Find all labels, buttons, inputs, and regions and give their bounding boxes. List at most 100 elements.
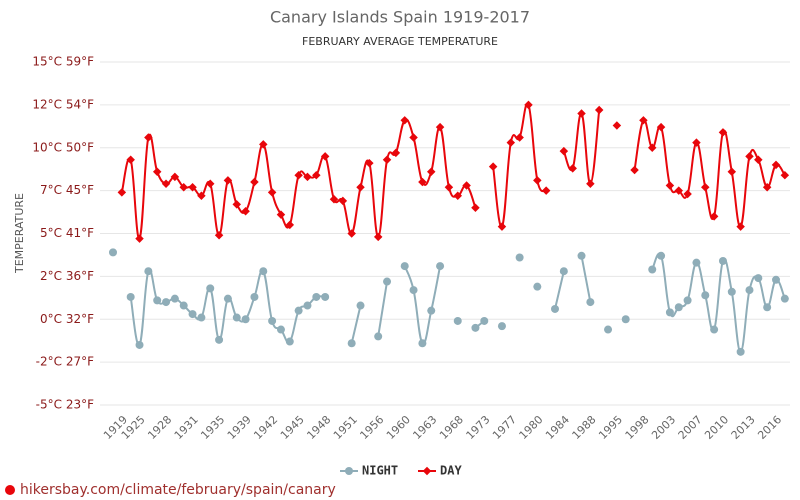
data-point	[497, 322, 506, 331]
data-point	[276, 325, 285, 334]
data-point	[259, 267, 268, 276]
data-point	[488, 162, 498, 171]
data-point	[453, 316, 462, 325]
data-point	[223, 294, 232, 303]
data-point	[179, 301, 188, 310]
y-tick-label: 10°C 50°F	[32, 140, 94, 154]
data-point	[232, 200, 242, 209]
data-point	[648, 265, 657, 274]
data-point	[427, 306, 436, 315]
data-point	[382, 155, 392, 164]
data-point	[126, 292, 135, 301]
data-point	[135, 234, 144, 243]
x-tick-label: 1968	[437, 413, 466, 442]
data-point	[374, 332, 383, 341]
data-point	[772, 275, 780, 284]
data-point	[347, 229, 356, 238]
chart-title: Canary Islands Spain 1919-2017	[270, 8, 530, 27]
data-point	[285, 337, 294, 346]
data-point	[471, 203, 480, 213]
x-tick-label: 1980	[517, 413, 546, 442]
data-point	[559, 267, 568, 276]
data-point	[391, 148, 401, 158]
legend-marker	[422, 466, 432, 476]
data-point	[674, 303, 683, 312]
data-point	[683, 296, 692, 305]
data-point	[604, 325, 613, 334]
data-point	[665, 308, 674, 317]
data-point	[453, 191, 463, 201]
data-point	[444, 182, 454, 192]
data-point	[250, 177, 259, 187]
data-point	[144, 133, 153, 142]
data-point	[117, 188, 127, 197]
data-point	[612, 121, 622, 130]
data-point	[745, 286, 754, 295]
data-point	[135, 340, 144, 349]
x-tick-label: 1951	[331, 413, 360, 442]
y-tick-label: 0°C 32°F	[40, 312, 94, 326]
y-tick-label: 2°C 36°F	[40, 269, 94, 283]
x-tick-label: 1995	[596, 413, 625, 442]
data-point	[400, 262, 409, 271]
data-point	[170, 294, 179, 303]
data-point	[285, 220, 295, 230]
x-tick-label: 1939	[225, 413, 254, 442]
data-point	[197, 313, 206, 322]
data-point	[692, 258, 701, 267]
data-point	[170, 172, 180, 182]
data-point	[506, 138, 516, 147]
data-point	[303, 172, 312, 182]
data-point	[161, 179, 171, 189]
data-point	[621, 315, 630, 324]
data-point	[665, 181, 675, 190]
x-tick-label: 1984	[543, 413, 572, 442]
data-point	[727, 287, 736, 296]
data-point	[338, 196, 348, 206]
data-point	[409, 286, 418, 295]
data-point	[701, 291, 710, 300]
x-tick-label: 2010	[702, 413, 731, 442]
x-tick-label: 1942	[251, 413, 280, 442]
y-tick-label: -5°C 23°F	[36, 398, 94, 412]
data-point	[241, 206, 250, 216]
data-point	[215, 335, 224, 344]
series-line	[120, 102, 786, 240]
data-point	[312, 170, 321, 180]
legend-label: NIGHT	[362, 464, 398, 478]
x-tick-label: 1988	[570, 413, 599, 442]
data-point	[418, 177, 427, 187]
data-point	[205, 179, 215, 189]
data-point	[533, 176, 542, 185]
data-point	[144, 267, 153, 276]
data-point	[109, 248, 117, 257]
x-tick-label: 1963	[410, 413, 439, 442]
x-tick-label: 1931	[172, 413, 201, 442]
data-point	[745, 152, 754, 161]
data-point	[515, 253, 524, 262]
data-point	[754, 274, 763, 283]
y-tick-label: 12°C 54°F	[32, 97, 94, 111]
data-point	[321, 292, 330, 301]
data-point	[179, 182, 188, 192]
data-point	[303, 301, 312, 310]
data-point	[206, 284, 215, 293]
y-tick-label: 7°C 45°F	[40, 183, 94, 197]
data-point	[568, 164, 577, 173]
data-point	[533, 282, 542, 291]
data-point	[356, 182, 365, 192]
data-point	[214, 230, 224, 240]
x-tick-label: 2003	[649, 413, 678, 442]
data-point	[594, 105, 604, 115]
chart-subtitle: FEBRUARY AVERAGE TEMPERATURE	[302, 35, 498, 48]
data-point	[462, 181, 471, 190]
x-tick-label: 2013	[729, 413, 758, 442]
data-point	[267, 188, 277, 197]
legend-label: DAY	[440, 464, 462, 478]
y-axis-label: TEMPERATURE	[13, 193, 26, 274]
data-point	[780, 170, 790, 180]
data-point	[409, 133, 418, 142]
data-point	[657, 251, 666, 260]
data-point	[268, 316, 277, 325]
